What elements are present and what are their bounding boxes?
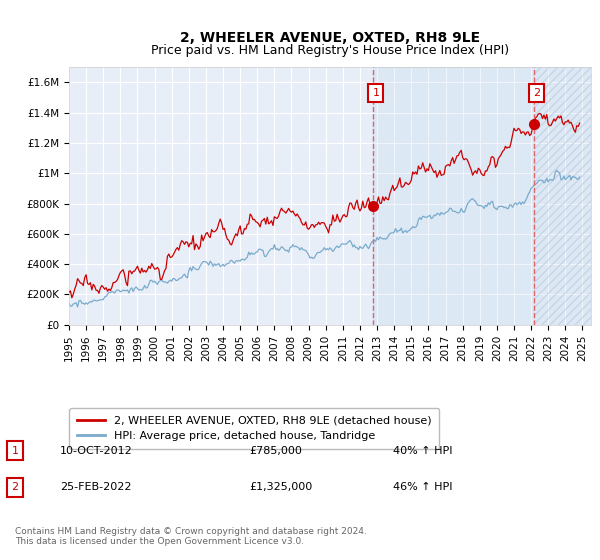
Bar — [533, 67, 591, 325]
Text: 46% ↑ HPI: 46% ↑ HPI — [393, 482, 452, 492]
Text: £1,325,000: £1,325,000 — [249, 482, 312, 492]
Text: Price paid vs. HM Land Registry's House Price Index (HPI): Price paid vs. HM Land Registry's House … — [151, 44, 509, 57]
Text: 1: 1 — [373, 88, 379, 98]
Text: 25-FEB-2022: 25-FEB-2022 — [60, 482, 131, 492]
Text: 10-OCT-2012: 10-OCT-2012 — [60, 446, 133, 456]
Text: 1: 1 — [11, 446, 19, 456]
Text: 40% ↑ HPI: 40% ↑ HPI — [393, 446, 452, 456]
Bar — [373, 67, 591, 325]
Text: Contains HM Land Registry data © Crown copyright and database right 2024.
This d: Contains HM Land Registry data © Crown c… — [15, 526, 367, 546]
Text: 2: 2 — [533, 88, 540, 98]
Title: 2, WHEELER AVENUE, OXTED, RH8 9LE: 2, WHEELER AVENUE, OXTED, RH8 9LE — [180, 31, 480, 45]
Text: £785,000: £785,000 — [249, 446, 302, 456]
Legend: 2, WHEELER AVENUE, OXTED, RH8 9LE (detached house), HPI: Average price, detached: 2, WHEELER AVENUE, OXTED, RH8 9LE (detac… — [70, 408, 439, 449]
Text: 2: 2 — [11, 482, 19, 492]
